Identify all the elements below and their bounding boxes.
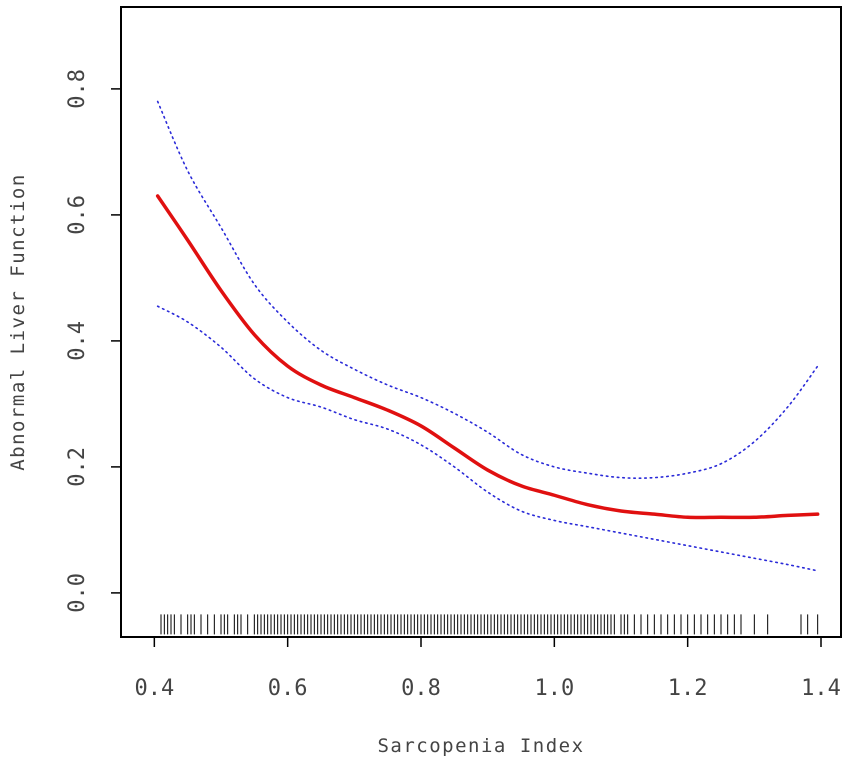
x-tick-label: 0.8 bbox=[401, 676, 441, 701]
y-axis-title: Abnormal Liver Function bbox=[7, 173, 29, 471]
x-axis: 0.4 0.6 0.8 1.0 1.2 1.4 bbox=[134, 637, 841, 701]
x-tick-label: 0.6 bbox=[268, 676, 308, 701]
x-tick-label: 1.4 bbox=[801, 676, 841, 701]
y-tick-label: 0.0 bbox=[65, 573, 90, 613]
series-group bbox=[155, 100, 820, 572]
y-tick-label: 0.6 bbox=[65, 195, 90, 235]
x-tick-label: 1.2 bbox=[668, 676, 708, 701]
x-axis-title: Sarcopenia Index bbox=[377, 735, 584, 757]
upper-ci-line bbox=[156, 100, 819, 479]
plot-frame bbox=[120, 6, 842, 638]
rug-marks bbox=[160, 614, 819, 635]
fit-line bbox=[155, 194, 820, 520]
y-tick-label: 0.4 bbox=[65, 321, 90, 361]
y-tick-label: 0.8 bbox=[65, 69, 90, 109]
y-tick-label: 0.2 bbox=[65, 447, 90, 487]
x-tick-label: 0.4 bbox=[134, 676, 174, 701]
x-tick-label: 1.0 bbox=[534, 676, 574, 701]
y-axis: 0.0 0.2 0.4 0.6 0.8 bbox=[65, 69, 121, 613]
lower-ci-line bbox=[156, 305, 819, 572]
